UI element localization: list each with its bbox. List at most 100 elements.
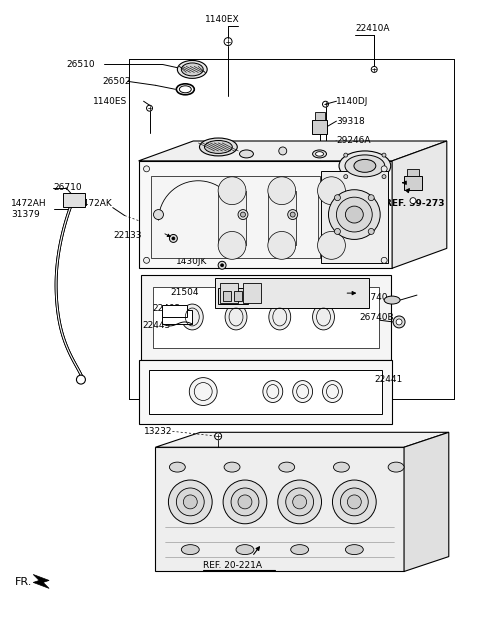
- Text: 39318: 39318: [336, 117, 365, 126]
- Bar: [268, 191, 296, 246]
- Polygon shape: [139, 161, 392, 268]
- Circle shape: [76, 375, 85, 384]
- Ellipse shape: [334, 462, 349, 472]
- Circle shape: [268, 231, 296, 259]
- Ellipse shape: [293, 381, 312, 402]
- Circle shape: [238, 209, 248, 219]
- Ellipse shape: [346, 206, 363, 223]
- Ellipse shape: [354, 159, 376, 172]
- Text: 26740: 26740: [360, 292, 388, 302]
- Circle shape: [293, 495, 307, 509]
- Bar: [243, 283, 261, 303]
- Text: 29246A: 29246A: [336, 136, 371, 146]
- Circle shape: [278, 480, 322, 524]
- Ellipse shape: [181, 304, 203, 330]
- Circle shape: [169, 234, 178, 242]
- Bar: [223, 291, 231, 301]
- Circle shape: [238, 495, 252, 509]
- Text: 22133: 22133: [114, 231, 142, 240]
- Circle shape: [381, 258, 387, 263]
- Polygon shape: [33, 574, 49, 588]
- Circle shape: [344, 153, 348, 157]
- Circle shape: [154, 209, 164, 219]
- Ellipse shape: [323, 381, 342, 402]
- Bar: [215, 278, 369, 308]
- Polygon shape: [153, 287, 379, 348]
- Text: FR.: FR.: [15, 578, 33, 587]
- Circle shape: [146, 105, 153, 111]
- Text: 1472AH: 1472AH: [12, 199, 47, 208]
- Text: 22402: 22402: [153, 304, 181, 312]
- Circle shape: [268, 177, 296, 204]
- Polygon shape: [141, 275, 391, 360]
- Polygon shape: [156, 448, 404, 571]
- Circle shape: [393, 316, 405, 328]
- Ellipse shape: [236, 544, 254, 554]
- Ellipse shape: [204, 141, 232, 153]
- Bar: [63, 192, 85, 207]
- Circle shape: [396, 319, 402, 325]
- Ellipse shape: [263, 381, 283, 402]
- Bar: [404, 176, 422, 190]
- Ellipse shape: [178, 61, 207, 78]
- Text: REF. 39-273: REF. 39-273: [385, 199, 444, 208]
- Circle shape: [218, 177, 246, 204]
- Bar: [218, 191, 246, 246]
- Ellipse shape: [345, 155, 385, 177]
- Circle shape: [231, 488, 259, 516]
- Circle shape: [323, 101, 328, 107]
- Ellipse shape: [312, 304, 335, 330]
- Polygon shape: [404, 432, 449, 571]
- Text: 26502: 26502: [103, 77, 132, 86]
- Ellipse shape: [240, 150, 253, 158]
- Ellipse shape: [269, 304, 291, 330]
- Circle shape: [368, 195, 374, 201]
- Text: 26510: 26510: [66, 60, 95, 69]
- Bar: [151, 176, 320, 258]
- Ellipse shape: [328, 190, 380, 239]
- Ellipse shape: [384, 296, 400, 304]
- Ellipse shape: [346, 544, 363, 554]
- Circle shape: [382, 174, 386, 179]
- Bar: [314, 112, 324, 120]
- Ellipse shape: [181, 544, 199, 554]
- Circle shape: [344, 174, 348, 179]
- Bar: [218, 288, 248, 304]
- Polygon shape: [156, 432, 449, 447]
- Ellipse shape: [312, 150, 326, 158]
- Polygon shape: [139, 360, 392, 424]
- Ellipse shape: [189, 378, 217, 406]
- Text: REF. 20-221A: REF. 20-221A: [203, 561, 262, 570]
- Ellipse shape: [291, 544, 309, 554]
- Circle shape: [221, 264, 224, 267]
- Bar: [162, 310, 192, 324]
- Text: 31379: 31379: [12, 210, 40, 219]
- Ellipse shape: [279, 462, 295, 472]
- Circle shape: [337, 209, 348, 219]
- Circle shape: [218, 231, 246, 259]
- Circle shape: [183, 495, 197, 509]
- Text: 22410A: 22410A: [355, 24, 390, 33]
- Circle shape: [318, 231, 346, 259]
- Text: 1140ES: 1140ES: [93, 97, 127, 106]
- Circle shape: [288, 209, 298, 219]
- Bar: [321, 171, 388, 263]
- Polygon shape: [148, 369, 382, 414]
- Ellipse shape: [224, 462, 240, 472]
- Circle shape: [168, 480, 212, 524]
- Polygon shape: [392, 141, 447, 268]
- Circle shape: [348, 495, 361, 509]
- Circle shape: [335, 195, 340, 201]
- Circle shape: [223, 480, 267, 524]
- Ellipse shape: [180, 86, 192, 92]
- Text: 1140EX: 1140EX: [205, 15, 240, 24]
- Ellipse shape: [181, 63, 203, 76]
- Text: 22443: 22443: [143, 321, 171, 331]
- Ellipse shape: [225, 304, 247, 330]
- Text: 26740B: 26740B: [360, 314, 394, 322]
- Circle shape: [340, 488, 368, 516]
- Bar: [162, 305, 187, 317]
- Bar: [312, 120, 327, 134]
- Ellipse shape: [315, 152, 324, 156]
- Circle shape: [279, 147, 287, 155]
